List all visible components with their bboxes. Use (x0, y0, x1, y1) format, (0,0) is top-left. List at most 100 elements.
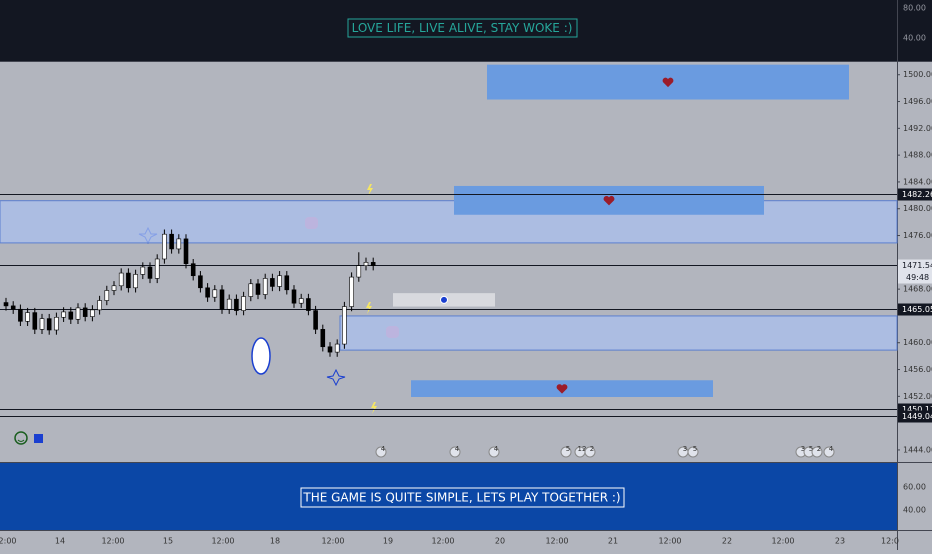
candle-body (54, 316, 59, 331)
bolt-icon (367, 184, 373, 196)
candle-body (32, 312, 38, 330)
level-label: 1471.54 (902, 261, 932, 270)
y-tick-label: 1444.00 (903, 445, 932, 454)
bolt-icon (366, 302, 372, 314)
puzzle-icon (34, 434, 43, 443)
event-icon (449, 446, 461, 458)
axis-label: 60.00 (903, 483, 926, 492)
event-count: 4 (381, 445, 386, 453)
event-count: 2 (590, 445, 594, 453)
candle-body (277, 275, 282, 287)
candle-body (349, 276, 354, 307)
candle-body (270, 278, 275, 287)
candle-body (68, 311, 74, 320)
axis-label: 40.00 (903, 506, 926, 515)
y-tick-label: 1468.00 (903, 285, 932, 294)
candle-body (118, 272, 124, 287)
banner-box (300, 487, 625, 508)
x-tick-label: 23 (835, 537, 845, 546)
bottom-banner: THE GAME IS QUITE SIMPLE, LETS PLAY TOGE… (302, 491, 620, 505)
candle-body (126, 272, 131, 289)
zone (339, 315, 898, 351)
candle-body (104, 290, 110, 301)
x-tick-label: 19 (383, 537, 393, 546)
x-tick-label: 20 (495, 537, 505, 546)
x-tick-label: 12:00 (101, 537, 124, 546)
y-tick-label: 1452.00 (903, 392, 932, 401)
heart-icon (662, 77, 674, 88)
y-tick-label: 1456.00 (903, 365, 932, 374)
candle-body (75, 307, 81, 320)
x-tick-label: 22 (722, 537, 732, 546)
candle-body (46, 318, 52, 331)
bottom-panel (0, 463, 897, 530)
banner-box (347, 18, 578, 38)
level-label-bg (898, 410, 932, 423)
axis-label: 80.00 (903, 4, 926, 13)
time-axis (0, 530, 932, 550)
candle-body (61, 311, 66, 318)
diamond-icon (326, 368, 346, 387)
candle-body (298, 298, 304, 304)
candle-body (140, 266, 146, 275)
candle-body (25, 312, 30, 322)
event-icon (488, 446, 500, 458)
y-tick-label: 1480.00 (903, 204, 932, 213)
level-label: 1482.26 (902, 190, 932, 199)
level-label-bg (898, 303, 932, 316)
x-tick-label: 21 (608, 537, 618, 546)
x-tick-label: 12:00 (211, 537, 234, 546)
bolt-icon (371, 402, 377, 414)
candle-body (154, 258, 160, 279)
candle-body (3, 302, 9, 307)
y-tick-label: 1488.00 (903, 151, 932, 160)
heart-icon (556, 384, 568, 394)
candle-body (306, 298, 311, 311)
x-tick-label: 12:00 (321, 537, 344, 546)
event-count: 4 (455, 445, 460, 453)
candle-body (18, 308, 23, 322)
candle-body (198, 275, 203, 289)
candle-body (82, 307, 88, 317)
candle-body (241, 296, 246, 311)
candle-body (226, 298, 232, 310)
event-icon (560, 446, 572, 458)
bottom-axis (897, 463, 932, 530)
candle-body (219, 289, 225, 310)
level-label: 1449.04 (902, 412, 932, 421)
candle-body (212, 289, 218, 298)
y-tick-label: 1500.00 (903, 70, 932, 79)
candle-body (356, 265, 362, 278)
smiley-icon (17, 439, 25, 442)
event-count: 5 (809, 445, 813, 453)
candle-body (147, 266, 153, 279)
y-tick-label: 1476.00 (903, 231, 932, 240)
event-count: 12 (578, 445, 587, 453)
axis-label: 40.00 (903, 34, 926, 43)
candle-body (190, 263, 196, 277)
candle-body (248, 283, 254, 297)
candle-body (97, 300, 102, 311)
event-count: 4 (494, 445, 499, 453)
event-count: 2 (817, 445, 821, 453)
eye-icon (440, 295, 448, 304)
candle-body (334, 343, 340, 353)
candle-body (162, 233, 167, 260)
candle-body (313, 310, 318, 330)
candle-body (183, 238, 189, 264)
x-tick-label: 18 (270, 537, 280, 546)
event-count: 5 (693, 445, 697, 453)
level-label-bg (898, 259, 932, 272)
candle-body (262, 278, 268, 295)
level-label-bg (898, 188, 932, 201)
countdown: 49:48 (906, 273, 929, 282)
smiley-icon (14, 431, 28, 445)
candle-body (133, 274, 138, 289)
event-icon (823, 446, 835, 458)
x-tick-label: 15 (163, 537, 173, 546)
candle-body (10, 305, 16, 310)
candle-body (255, 283, 261, 295)
top-panel (0, 0, 932, 61)
event-count: 3 (683, 445, 687, 453)
penguin-icon (251, 337, 271, 375)
